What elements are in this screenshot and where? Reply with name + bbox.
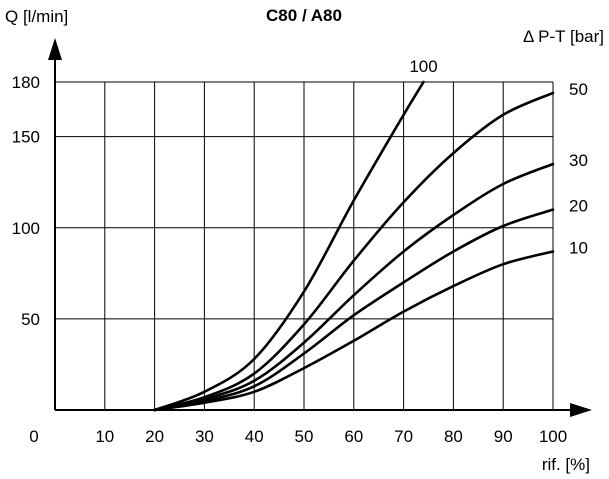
y-axis-arrow	[48, 38, 62, 60]
series-line-50	[153, 91, 555, 412]
x-tick-label: 40	[245, 427, 264, 446]
series-line-100	[153, 80, 425, 412]
y-axis-label: Q [l/min]	[5, 7, 68, 26]
x-tick-label: 30	[195, 427, 214, 446]
chart-title: C80 / A80	[266, 6, 342, 25]
grid	[55, 81, 554, 410]
series-label-50: 50	[569, 80, 588, 99]
series-line-10	[153, 250, 555, 412]
x-tick-label: 70	[394, 427, 413, 446]
y-tick-label: 150	[12, 128, 40, 147]
x-tick-label: 10	[95, 427, 114, 446]
series-line-20	[153, 208, 555, 412]
y-tick-label: 180	[12, 73, 40, 92]
tick-labels: 0 10 20 30 40 50 60 70 80 90 100 50 100 150 180	[12, 73, 568, 446]
legend-title: Δ P-T [bar]	[523, 27, 604, 46]
x-tick-label: 100	[539, 427, 567, 446]
y-tick-label: 50	[21, 310, 40, 329]
x-axis-label: rif. [%]	[542, 455, 590, 474]
x-tick-label: 60	[344, 427, 363, 446]
series-label-20: 20	[569, 197, 588, 216]
x-tick-label: 90	[494, 427, 513, 446]
x-tick-label: 80	[444, 427, 463, 446]
series-line-30	[153, 162, 555, 412]
x-axis-arrow	[570, 403, 592, 417]
series-label-30: 30	[569, 151, 588, 170]
y-tick-label: 100	[12, 219, 40, 238]
axes	[48, 38, 592, 417]
x-tick-label: 20	[145, 427, 164, 446]
series-labels: 100 50 30 20 10	[409, 57, 588, 257]
curves	[153, 80, 555, 412]
x-tick-label: 50	[295, 427, 314, 446]
series-label-10: 10	[569, 238, 588, 257]
x-tick-label: 0	[29, 427, 38, 446]
series-label-100: 100	[409, 57, 437, 76]
